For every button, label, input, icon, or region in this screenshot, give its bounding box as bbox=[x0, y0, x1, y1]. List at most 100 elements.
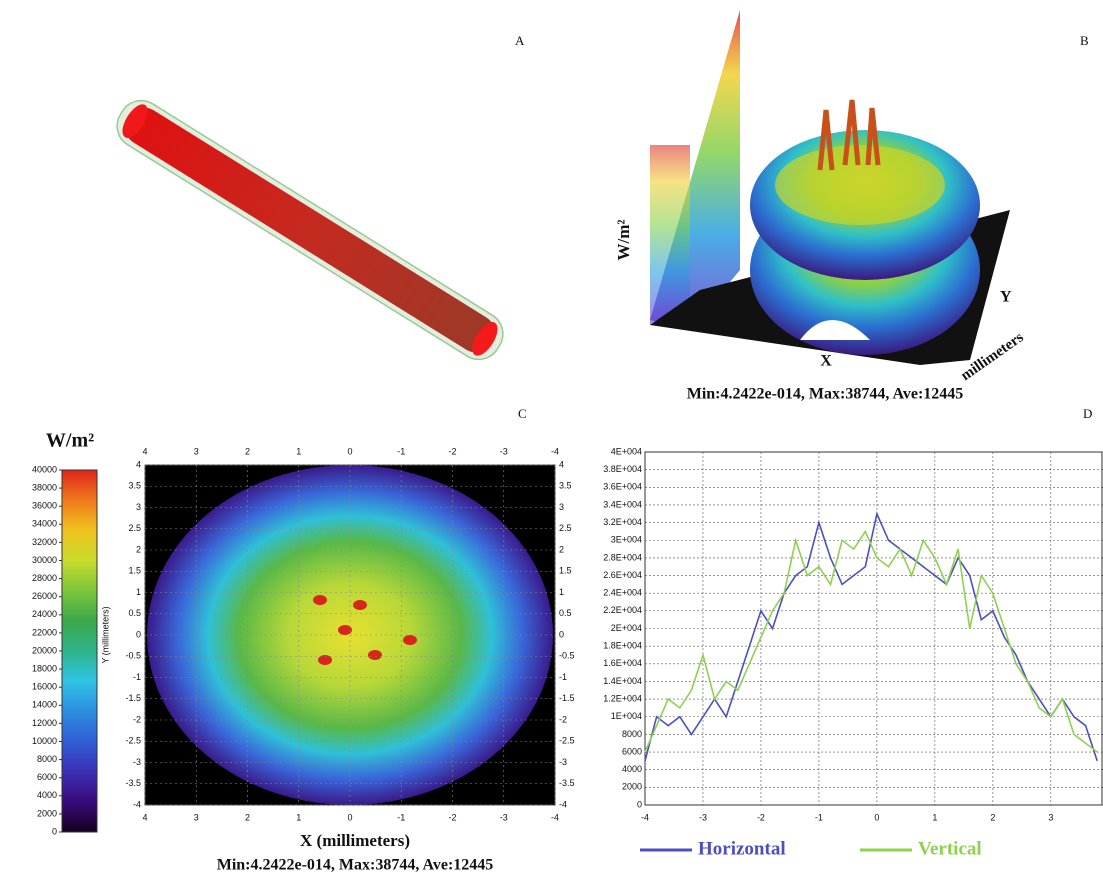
colorbar-tick-label: 24000 bbox=[32, 609, 57, 619]
y-tick-label: 1.8E+004 bbox=[603, 641, 642, 651]
y-tick-label: -3.5 bbox=[559, 778, 575, 788]
y-tick-label: 3.4E+004 bbox=[603, 499, 642, 509]
y-tick-label: 2.8E+004 bbox=[603, 552, 642, 562]
y-tick-label: -2.5 bbox=[559, 736, 575, 746]
plot-frame bbox=[644, 451, 1103, 806]
x-tick-label: -4 bbox=[551, 812, 559, 822]
y-tick-label: 0 bbox=[136, 629, 141, 639]
y-tick-label: 2.2E+004 bbox=[603, 605, 642, 615]
x-tick-label: -1 bbox=[815, 812, 823, 822]
y-tick-label: -2 bbox=[133, 714, 141, 724]
data-line bbox=[644, 511, 1098, 762]
x-tick-label: -2 bbox=[448, 446, 456, 456]
y-tick-label: 1.2E+004 bbox=[603, 693, 642, 703]
colorbar-tick-label: 32000 bbox=[32, 537, 57, 547]
colorbar-tick-label: 16000 bbox=[32, 682, 57, 692]
y-tick-label: -4 bbox=[133, 799, 141, 809]
y-tick-label: -1.5 bbox=[125, 693, 141, 703]
x-tick-label: -4 bbox=[551, 446, 559, 456]
x-tick-label: -3 bbox=[500, 446, 508, 456]
y-tick-label: 1.4E+004 bbox=[603, 676, 642, 686]
y-tick-label: 0 bbox=[637, 799, 642, 809]
rod bbox=[116, 99, 504, 361]
colorbar-title: W/m² bbox=[46, 430, 94, 452]
hot-spot bbox=[403, 635, 417, 645]
y-tick-label: 1 bbox=[559, 587, 564, 597]
hot-spot bbox=[368, 650, 382, 660]
y-tick-label: 3E+004 bbox=[611, 535, 642, 545]
y-axis-label: Y (millimeters) bbox=[100, 606, 110, 663]
x-tick-label: 2 bbox=[990, 812, 995, 822]
panel-label: A bbox=[515, 33, 525, 48]
y-tick-label: 0.5 bbox=[128, 608, 141, 618]
colorbar-tick-label: 12000 bbox=[32, 718, 57, 728]
y-tick-label: -0.5 bbox=[559, 651, 575, 661]
colorbar-tick-label: 40000 bbox=[32, 464, 57, 474]
y-tick-label: 2000 bbox=[622, 782, 642, 792]
x-tick-label: 3 bbox=[194, 446, 199, 456]
x-tick-label: -4 bbox=[641, 812, 649, 822]
y-tick-label: -3 bbox=[133, 757, 141, 767]
y-axis-label: Y bbox=[1000, 289, 1012, 306]
x-tick-label: 0 bbox=[347, 812, 352, 822]
panel-label: D bbox=[1083, 406, 1092, 421]
panel-label: B bbox=[1080, 33, 1089, 48]
y-tick-label: 2E+004 bbox=[611, 623, 642, 633]
x-tick-label: 3 bbox=[1048, 812, 1053, 822]
colorbar-tick-label: 14000 bbox=[32, 700, 57, 710]
y-tick-label: 3 bbox=[136, 502, 141, 512]
y-tick-label: 0 bbox=[559, 629, 564, 639]
y-tick-label: 2 bbox=[559, 544, 564, 554]
y-tick-label: 1E+004 bbox=[611, 711, 642, 721]
colorbar-tick-label: 30000 bbox=[32, 555, 57, 565]
legend-label: Vertical bbox=[918, 838, 982, 859]
colorbar bbox=[61, 469, 98, 833]
x-tick-label: 4 bbox=[142, 446, 147, 456]
x-axis-label: X bbox=[820, 353, 832, 370]
y-tick-label: -1.5 bbox=[559, 693, 575, 703]
hot-spot bbox=[353, 600, 367, 610]
y-tick-label: 3.5 bbox=[559, 481, 572, 491]
stats: Min:4.2422e-014, Max:38744, Ave:12445 bbox=[217, 857, 494, 874]
x-tick-label: -3 bbox=[500, 812, 508, 822]
colorbar-tick-label: 18000 bbox=[32, 663, 57, 673]
x-tick-label: -1 bbox=[397, 446, 405, 456]
colorbar-tick-label: 22000 bbox=[32, 627, 57, 637]
y-tick-label: 2 bbox=[136, 544, 141, 554]
y-tick-label: 1.5 bbox=[128, 566, 141, 576]
colorbar-tick-label: 6000 bbox=[37, 772, 57, 782]
x-axis-label: X (millimeters) bbox=[300, 831, 410, 850]
colorbar-tick-label: 20000 bbox=[32, 645, 57, 655]
y-tick-label: 3.6E+004 bbox=[603, 482, 642, 492]
x-tick-label: -2 bbox=[448, 812, 456, 822]
x-tick-label: 0 bbox=[347, 446, 352, 456]
x-tick-label: 1 bbox=[932, 812, 937, 822]
y-tick-label: -3.5 bbox=[125, 778, 141, 788]
y-tick-label: 2.6E+004 bbox=[603, 570, 642, 580]
surface-3d bbox=[650, 10, 1010, 365]
colorbar-tick-label: 34000 bbox=[32, 519, 57, 529]
y-tick-label: 1.6E+004 bbox=[603, 658, 642, 668]
colorbar-tick-label: 8000 bbox=[37, 754, 57, 764]
y-tick-label: -2 bbox=[559, 714, 567, 724]
x-tick-label: 1 bbox=[296, 812, 301, 822]
x-tick-label: 2 bbox=[245, 812, 250, 822]
y-tick-label: 8000 bbox=[622, 729, 642, 739]
y-tick-label: -1 bbox=[559, 672, 567, 682]
y-tick-label: 4 bbox=[559, 459, 564, 469]
y-tick-label: 3.2E+004 bbox=[603, 517, 642, 527]
panel-label: C bbox=[518, 406, 527, 421]
x-tick-label: 0 bbox=[874, 812, 879, 822]
y-tick-label: 2.5 bbox=[128, 523, 141, 533]
x-tick-label: -2 bbox=[757, 812, 765, 822]
data-line bbox=[644, 529, 1098, 753]
y-tick-label: -3 bbox=[559, 757, 567, 767]
y-tick-label: 4 bbox=[136, 459, 141, 469]
hot-spot bbox=[313, 595, 327, 605]
y-tick-label: 6000 bbox=[622, 746, 642, 756]
y-tick-label: 4E+004 bbox=[611, 446, 642, 456]
colorbar-tick-label: 26000 bbox=[32, 591, 57, 601]
y-tick-label: -0.5 bbox=[125, 651, 141, 661]
colorbar-tick-label: 38000 bbox=[32, 482, 57, 492]
